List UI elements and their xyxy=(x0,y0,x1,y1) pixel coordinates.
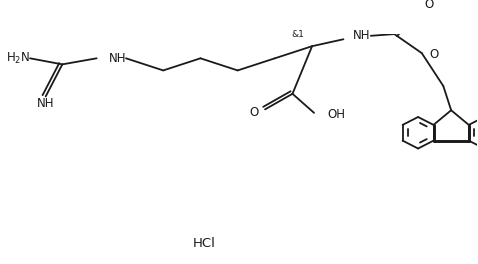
Text: O: O xyxy=(425,0,434,11)
Text: OH: OH xyxy=(328,108,346,121)
Text: O: O xyxy=(430,48,439,61)
Text: HCl: HCl xyxy=(193,237,216,250)
Text: O: O xyxy=(249,106,258,119)
Text: &1: &1 xyxy=(292,30,304,39)
Text: NH: NH xyxy=(353,29,371,42)
Text: NH: NH xyxy=(37,97,54,110)
Text: NH: NH xyxy=(109,52,127,65)
Text: $\mathdefault{H_2N}$: $\mathdefault{H_2N}$ xyxy=(6,51,30,66)
